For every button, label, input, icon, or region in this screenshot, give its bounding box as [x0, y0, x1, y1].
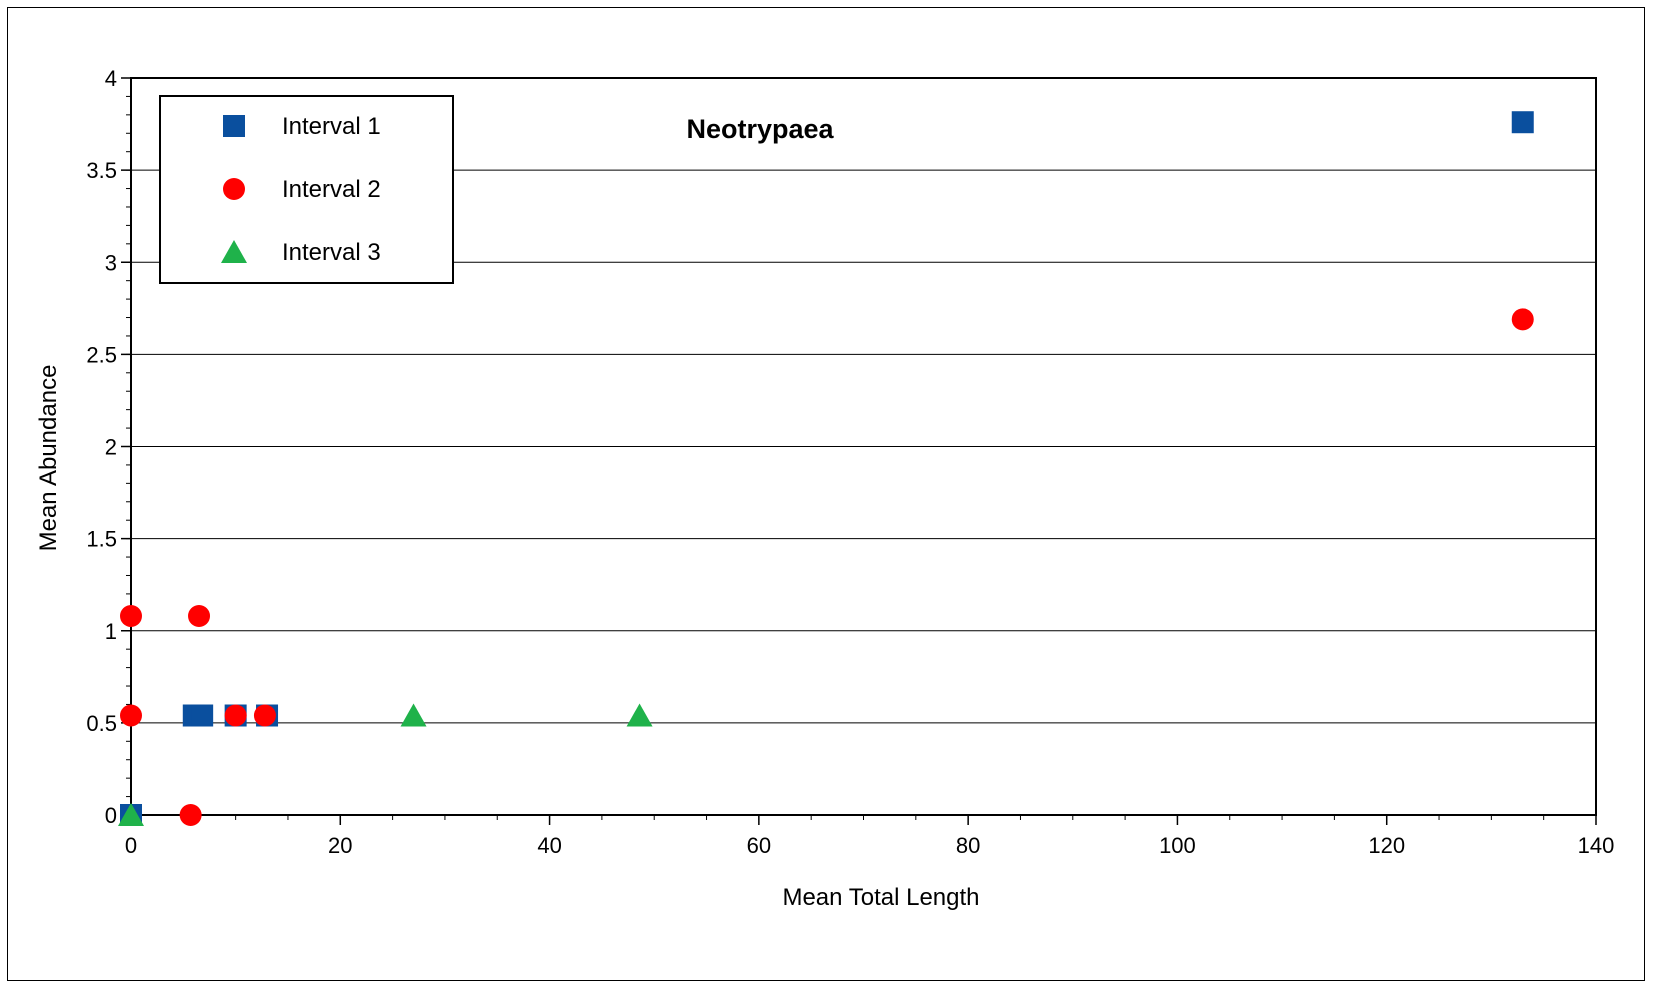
- chart-title: Neotrypaea: [686, 114, 834, 144]
- point-interval-2: [253, 704, 276, 727]
- x-axis-title: Mean Total Length: [782, 884, 979, 911]
- x-tick-label: 0: [125, 833, 137, 858]
- chart-frame: [7, 7, 1645, 981]
- x-tick-label: 80: [956, 833, 980, 858]
- plot-area-border: [130, 77, 1597, 816]
- point-interval-2: [224, 704, 247, 727]
- legend-marker-2: [223, 178, 245, 200]
- data-points: [118, 111, 1534, 826]
- y-tick-label: 0: [105, 803, 117, 828]
- legend-marker-1: [223, 115, 245, 137]
- y-tick-label: 1: [105, 619, 117, 644]
- point-interval-3: [626, 703, 653, 727]
- x-tick-label: 120: [1368, 833, 1405, 858]
- x-tick-label: 60: [747, 833, 771, 858]
- legend-label-2: Interval 2: [282, 176, 381, 203]
- point-interval-1: [1511, 111, 1534, 134]
- legend-box: [159, 95, 454, 284]
- point-interval-2: [1511, 308, 1534, 331]
- point-interval-2: [188, 605, 211, 628]
- axes: 00.511.522.533.540 20 40 60 80 100 120 140: [86, 66, 1614, 858]
- x-tick-label: 100: [1159, 833, 1196, 858]
- y-tick-label: 3: [105, 250, 117, 275]
- y-tick-label: 2: [105, 435, 117, 460]
- y-tick-label: 2.5: [86, 342, 117, 367]
- x-tick-label: 140: [1578, 833, 1615, 858]
- x-tick-label: 20: [328, 833, 352, 858]
- y-tick-label: 1.5: [86, 527, 117, 552]
- y-tick-label: 3.5: [86, 158, 117, 183]
- legend: Interval 1 Interval 2 Interval 3: [159, 95, 454, 284]
- y-tick-label: 4: [105, 66, 117, 91]
- x-tick-label: 40: [537, 833, 561, 858]
- point-interval-2: [120, 704, 142, 727]
- y-axis-title: Mean Abundance: [35, 365, 62, 552]
- point-interval-3: [118, 803, 144, 826]
- y-tick-label: 0.5: [86, 711, 117, 736]
- point-interval-2: [120, 605, 142, 628]
- point-interval-2: [179, 804, 202, 826]
- legend-label-3: Interval 3: [282, 239, 381, 266]
- point-interval-3: [400, 703, 427, 727]
- legend-marker-3: [221, 240, 247, 263]
- legend-label-1: Interval 1: [282, 113, 381, 140]
- point-interval-1: [191, 704, 214, 727]
